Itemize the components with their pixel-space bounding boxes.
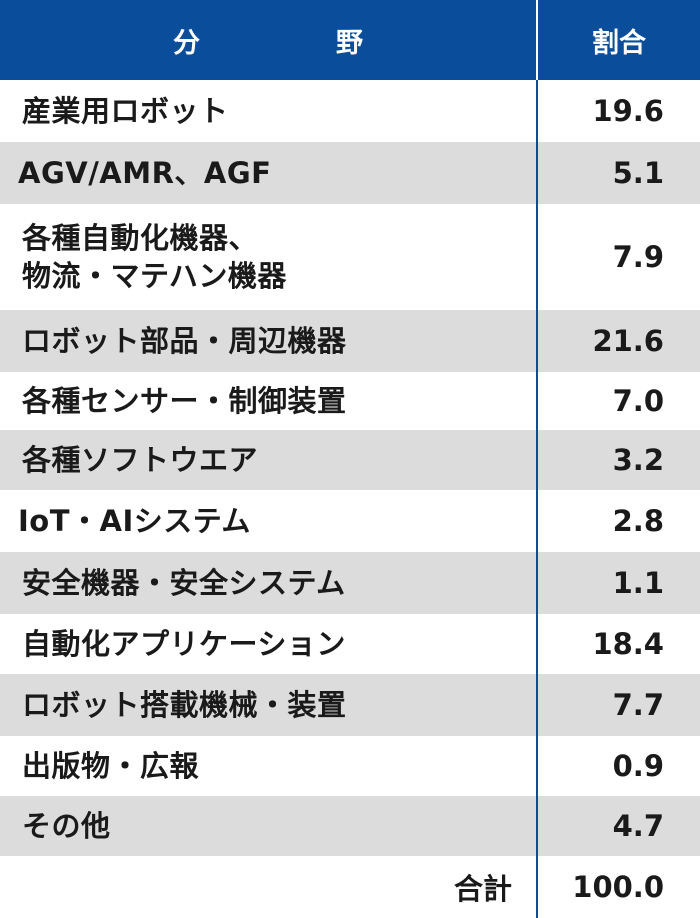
field-cell: 各種自動化機器、 物流・マテハン機器 [22, 221, 287, 293]
table-row: IoT・AIシステム 2.8 [0, 490, 700, 552]
table-row: 産業用ロボット 19.6 [0, 80, 700, 142]
total-row: 合計 100.0 [0, 856, 700, 918]
percentage-cell: 1.1 [612, 566, 664, 600]
table-row: 出版物・広報 0.9 [0, 736, 700, 796]
field-cell: 産業用ロボット [22, 94, 229, 128]
field-cell: 安全機器・安全システム [22, 566, 346, 600]
table-header: 分 野 割合 [0, 0, 700, 80]
percentage-cell: 7.9 [612, 240, 664, 274]
table-row: 安全機器・安全システム 1.1 [0, 552, 700, 614]
table-row: AGV/AMR、AGF 5.1 [0, 142, 700, 204]
field-cell: その他 [22, 809, 111, 843]
field-cell: AGV/AMR、AGF [18, 156, 272, 190]
table-row: その他 4.7 [0, 796, 700, 856]
field-cell: 自動化アプリケーション [22, 627, 346, 661]
total-label: 合計 [453, 872, 512, 906]
total-percentage: 100.0 [572, 870, 664, 904]
percentage-column-header: 割合 [592, 27, 646, 59]
table-row: 各種ソフトウエア 3.2 [0, 430, 700, 490]
field-cell: IoT・AIシステム [18, 504, 251, 538]
percentage-cell: 2.8 [612, 504, 664, 538]
percentage-cell: 4.7 [612, 809, 664, 843]
percentage-cell: 7.7 [612, 688, 664, 722]
field-cell: 各種センサー・制御装置 [22, 384, 347, 418]
field-cell: ロボット部品・周辺機器 [22, 324, 347, 358]
header-divider [536, 0, 538, 80]
table-row: 各種センサー・制御装置 7.0 [0, 372, 700, 430]
field-cell: 出版物・広報 [22, 749, 200, 783]
field-column-header: 分 野 [173, 27, 363, 59]
percentage-cell: 19.6 [592, 94, 664, 128]
percentage-cell: 21.6 [592, 324, 664, 358]
table-row: ロボット搭載機械・装置 7.7 [0, 674, 700, 736]
field-cell: ロボット搭載機械・装置 [22, 688, 347, 722]
field-cell: 各種ソフトウエア [22, 443, 259, 477]
percentage-cell: 5.1 [612, 156, 664, 190]
column-divider [536, 0, 538, 918]
percentage-cell: 0.9 [612, 749, 664, 783]
percentage-cell: 18.4 [592, 627, 664, 661]
percentage-cell: 3.2 [612, 443, 664, 477]
table-row: 自動化アプリケーション 18.4 [0, 614, 700, 674]
table-row: 各種自動化機器、 物流・マテハン機器 7.9 [0, 204, 700, 310]
percentage-cell: 7.0 [612, 384, 664, 418]
table-row: ロボット部品・周辺機器 21.6 [0, 310, 700, 372]
